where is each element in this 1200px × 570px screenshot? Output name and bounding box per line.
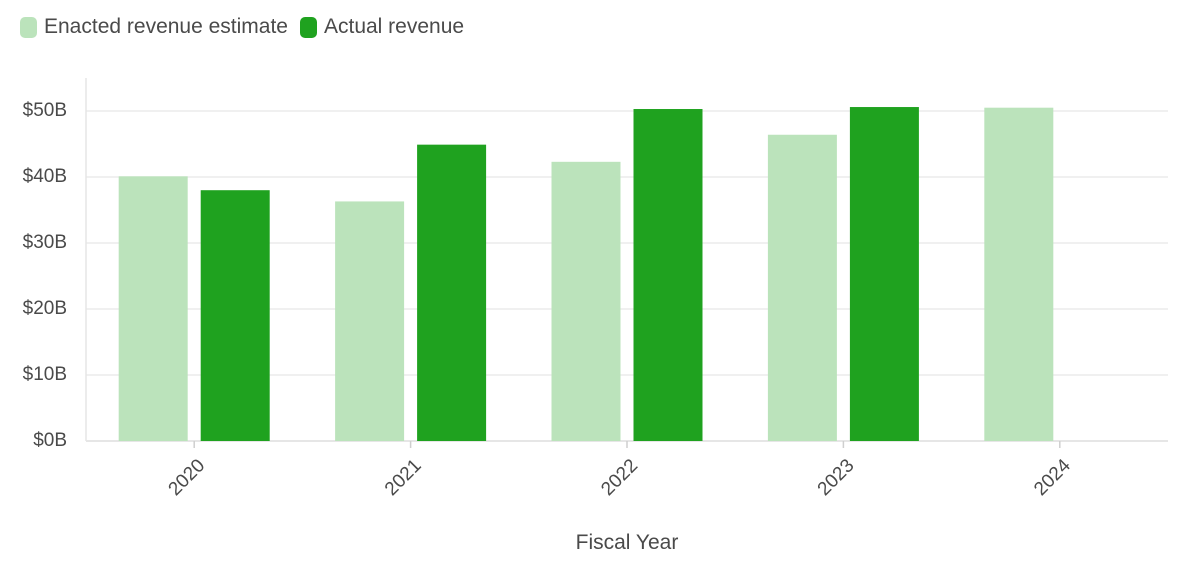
x-tick-label: 2021 <box>381 455 426 500</box>
legend-label-actual-revenue: Actual revenue <box>323 15 465 38</box>
legend-item-actual-revenue[interactable]: Actual revenue <box>299 15 465 39</box>
bar-enacted-estimate <box>551 161 621 441</box>
x-tick-label: 2020 <box>165 455 210 500</box>
legend-swatch-enacted-estimate <box>20 16 37 38</box>
bar-enacted-estimate <box>767 134 837 441</box>
x-tick-label: 2022 <box>597 455 642 500</box>
bar-enacted-estimate <box>335 201 405 441</box>
y-tick-label: $0B <box>33 430 67 451</box>
bar-actual-revenue <box>417 144 487 441</box>
bar-enacted-estimate <box>984 107 1054 441</box>
legend-item-enacted-estimate[interactable]: Enacted revenue estimate <box>20 15 288 39</box>
legend-swatch-actual-revenue <box>299 16 317 38</box>
bar-enacted-estimate <box>118 176 188 441</box>
y-tick-label: $50B <box>23 100 67 121</box>
bar-actual-revenue <box>849 107 919 441</box>
x-tick-label: 2024 <box>1030 455 1075 500</box>
chart-legend: Enacted revenue estimate Actual revenue <box>20 12 464 42</box>
bar-actual-revenue <box>633 109 703 442</box>
legend-label-enacted-estimate: Enacted revenue estimate <box>44 15 288 38</box>
y-tick-label: $30B <box>23 232 67 253</box>
y-tick-label: $20B <box>23 298 67 319</box>
y-tick-label: $10B <box>23 364 67 385</box>
y-tick-label: $40B <box>23 166 67 187</box>
x-tick-label: 2023 <box>814 455 859 500</box>
x-axis-title: Fiscal Year <box>576 531 679 554</box>
bar-actual-revenue <box>200 190 270 441</box>
bars <box>118 107 1054 442</box>
